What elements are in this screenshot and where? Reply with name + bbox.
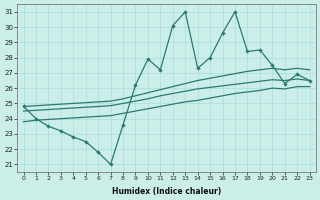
X-axis label: Humidex (Indice chaleur): Humidex (Indice chaleur) xyxy=(112,187,221,196)
